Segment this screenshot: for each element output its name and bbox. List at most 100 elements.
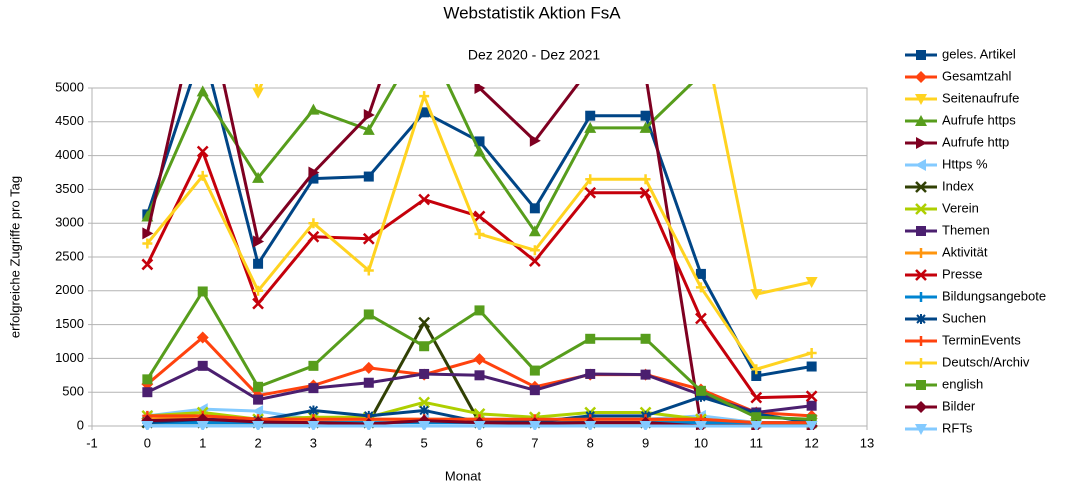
marker xyxy=(142,238,153,249)
marker xyxy=(694,421,707,430)
marker xyxy=(529,203,540,214)
marker xyxy=(695,312,707,325)
marker xyxy=(915,203,927,215)
marker xyxy=(363,171,374,182)
marker xyxy=(640,174,651,185)
x-tick-label: 12 xyxy=(804,435,818,450)
marker xyxy=(474,229,485,240)
marker xyxy=(585,333,596,344)
marker xyxy=(362,421,375,430)
marker xyxy=(639,421,652,430)
marker xyxy=(196,421,209,430)
marker xyxy=(585,110,596,121)
marker xyxy=(916,137,927,149)
marker xyxy=(198,42,208,52)
marker xyxy=(362,232,375,245)
marker xyxy=(695,268,706,279)
marker xyxy=(418,316,431,329)
marker xyxy=(419,368,430,379)
marker xyxy=(915,159,926,171)
legend: geles. Artikel Gesamtzahl Seitenaufrufe Auf… xyxy=(905,46,1046,435)
y-tick-label: 2500 xyxy=(55,248,84,263)
x-tick-label: 10 xyxy=(694,435,708,450)
marker xyxy=(419,91,430,102)
marker xyxy=(196,331,209,344)
legend-label: Verein xyxy=(942,200,979,215)
y-tick-label: 1500 xyxy=(55,316,84,331)
x-tick-label: 13 xyxy=(860,435,874,450)
marker xyxy=(640,333,651,344)
marker xyxy=(418,421,431,430)
marker xyxy=(695,391,706,402)
marker xyxy=(253,394,264,405)
marker xyxy=(252,421,265,430)
marker xyxy=(641,68,652,80)
y-tick-label: 1000 xyxy=(55,350,84,365)
legend-label: TerminEvents xyxy=(942,332,1021,347)
marker xyxy=(474,370,485,381)
marker xyxy=(362,123,375,135)
x-tick-label: 0 xyxy=(144,435,151,450)
marker xyxy=(474,305,485,316)
marker xyxy=(474,84,486,94)
legend-label: Themen xyxy=(942,222,990,237)
marker xyxy=(695,282,706,293)
x-tick-label: 8 xyxy=(587,435,594,450)
legend-label: Https % xyxy=(942,156,988,171)
marker xyxy=(584,421,597,430)
marker xyxy=(142,374,153,385)
marker xyxy=(252,297,264,310)
marker xyxy=(197,170,208,181)
marker xyxy=(418,396,431,409)
marker xyxy=(806,62,818,73)
marker xyxy=(307,103,320,115)
legend-label: english xyxy=(942,376,983,391)
legend-label: Gesamtzahl xyxy=(942,68,1011,83)
marker xyxy=(585,368,596,379)
marker xyxy=(142,227,154,240)
marker xyxy=(363,109,375,122)
marker xyxy=(308,218,319,229)
marker xyxy=(805,390,818,403)
marker xyxy=(363,309,374,320)
marker xyxy=(141,258,154,271)
x-tick-label: 1 xyxy=(199,435,206,450)
marker xyxy=(915,424,927,435)
marker xyxy=(750,62,762,73)
marker xyxy=(750,391,763,404)
marker xyxy=(916,50,926,60)
marker xyxy=(418,193,431,206)
legend-label: Seitenaufrufe xyxy=(942,90,1019,105)
legend-label: geles. Artikel xyxy=(942,46,1016,61)
y-tick-label: 3500 xyxy=(55,181,84,196)
x-tick-label: 7 xyxy=(531,435,538,450)
y-tick-label: 4000 xyxy=(55,147,84,162)
marker xyxy=(915,401,927,413)
marker xyxy=(308,173,319,184)
marker xyxy=(915,71,927,83)
legend-label: Aufrufe http xyxy=(942,134,1009,149)
x-tick-label: 11 xyxy=(750,435,764,450)
marker xyxy=(916,292,926,302)
marker xyxy=(584,186,597,199)
marker xyxy=(308,166,320,179)
y-tick-label: 0 xyxy=(77,417,84,432)
marker xyxy=(529,385,540,396)
marker xyxy=(196,145,209,158)
marker xyxy=(419,107,430,118)
marker xyxy=(362,361,375,374)
marker xyxy=(473,421,486,430)
marker xyxy=(915,94,927,105)
x-tick-label: 6 xyxy=(476,435,483,450)
chart-title: Webstatistik Aktion FsA xyxy=(443,3,621,22)
marker xyxy=(750,421,763,430)
x-tick-label: -1 xyxy=(86,435,98,450)
legend-label: Deutsch/Archiv xyxy=(942,354,1030,369)
y-tick-label: 4500 xyxy=(55,113,84,128)
marker xyxy=(253,285,264,296)
marker xyxy=(916,336,926,346)
marker xyxy=(142,387,153,398)
marker xyxy=(805,421,818,430)
marker xyxy=(252,171,265,183)
marker xyxy=(805,277,818,289)
